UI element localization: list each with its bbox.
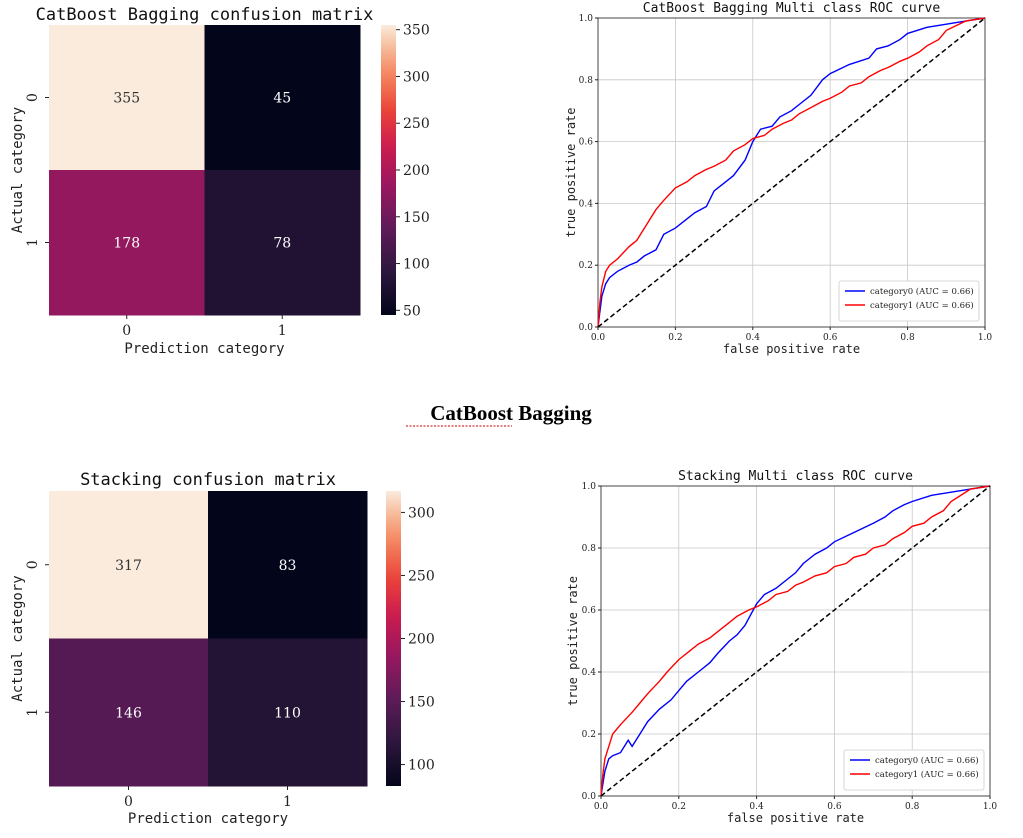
roc-y-tick-label: 0.8 [579,76,594,86]
roc-x-tick-label: 0.4 [746,333,761,343]
colorbar-tick-label: 300 [403,69,430,85]
roc-legend-entry: category1 (AUC = 0.66) [870,300,974,311]
roc-x-tick-label: 0.6 [823,333,838,343]
roc-plot-frame [600,485,991,797]
cm-y-tick-label: 1 [25,238,41,247]
roc-legend-entry: category0 (AUC = 0.66) [875,755,979,766]
roc-series-line [597,17,986,328]
colorbar-tick-label: 50 [403,303,421,319]
roc-series-line [597,17,986,328]
roc-chance-line [597,17,986,328]
cm-y-axis-label: Actual category [10,575,26,701]
roc-x-tick-label: 0.8 [900,333,915,343]
cm-x-tick-label: 1 [278,323,287,339]
colorbar-tick-label: 100 [408,758,435,774]
cm-title: Stacking confusion matrix [80,470,336,490]
roc-x-tick-label: 0.2 [668,333,682,343]
colorbar-tick-label: 150 [403,210,430,226]
roc-y-tick-label: 1.0 [582,482,597,492]
roc-x-axis-label: false positive rate [723,342,860,356]
cm-cell [204,170,361,316]
roc-legend-box [843,749,985,791]
cm-x-tick-label: 0 [122,323,131,339]
roc-x-tick-label: 1.0 [978,333,993,343]
colorbar-tick-label: 200 [408,632,435,648]
cm-cell [208,638,368,787]
roc-y-tick-label: 0.0 [579,323,594,333]
roc-y-axis-label: true positive rate [566,576,580,706]
roc-y-tick-label: 0.6 [582,606,597,616]
roc-legend-entry: category0 (AUC = 0.66) [870,286,974,297]
roc-y-tick-label: 0.2 [579,261,593,271]
cm-x-axis-label: Prediction category [128,811,288,827]
cm-x-tick-label: 1 [283,794,292,810]
cm-cell [208,491,368,639]
colorbar-tick-label: 100 [403,257,430,273]
roc-x-tick-label: 0.0 [594,802,609,812]
roc-y-tick-label: 1.0 [579,14,594,24]
roc-title: CatBoost Bagging Multi class ROC curve [643,1,941,16]
roc-y-tick-label: 0.8 [582,544,597,554]
roc-y-tick-label: 0.4 [579,199,594,209]
cm-y-axis-label: Actual category [10,107,26,233]
roc-chart-1: CatBoost Bagging Multi class ROC curve 0.… [564,1,992,356]
roc-y-tick-label: 0.2 [582,730,596,740]
roc-y-tick-label: 0.4 [582,668,597,678]
colorbar-tick-label: 250 [408,568,435,584]
cm-title: CatBoost Bagging confusion matrix [36,5,374,25]
cm-x-tick-label: 0 [124,794,133,810]
cm-cell [204,25,361,171]
colorbar-tick-label: 150 [408,695,435,711]
colorbar [386,491,401,786]
cm-x-axis-label: Prediction category [124,341,284,357]
cm-cell-value: 146 [115,705,142,721]
colorbar-tick-label: 300 [408,505,435,521]
roc-y-tick-label: 0.0 [582,792,597,802]
cm-cell-value: 355 [113,91,140,107]
section-caption: CatBoost Bagging [430,401,592,425]
roc-y-tick-label: 0.6 [579,138,594,148]
roc-chance-line [600,485,991,797]
colorbar [381,25,396,315]
roc-chart-3: Stacking Multi class ROC curve 0.0 0.2 0.4 0… [566,469,997,825]
cm-cell-value: 78 [273,236,291,252]
cm-cell-value: 110 [274,705,301,721]
cm-cell-value: 317 [115,558,142,574]
cm-cell-value: 178 [113,236,140,252]
roc-x-axis-label: false positive rate [727,811,864,825]
roc-x-tick-label: 0.0 [591,333,606,343]
roc-series-line [600,485,991,797]
roc-title: Stacking Multi class ROC curve [678,469,913,484]
roc-x-tick-label: 0.4 [749,802,764,812]
cm-cell [49,491,209,639]
cm-cell [49,25,205,171]
cm-y-tick-label: 0 [25,93,41,102]
roc-y-axis-label: true positive rate [564,107,578,237]
colorbar-tick-label: 200 [403,163,430,179]
cm-cell [49,170,205,316]
roc-x-tick-label: 0.2 [672,802,686,812]
cm-y-tick-label: 1 [25,708,41,717]
roc-x-tick-label: 0.8 [905,802,920,812]
roc-x-tick-label: 0.6 [827,802,842,812]
cm-y-tick-label: 0 [25,560,41,569]
cm-cell [49,638,209,787]
roc-x-tick-label: 1.0 [983,802,998,812]
roc-plot-frame [597,17,986,328]
cm-cell-value: 83 [279,558,297,574]
cm-cell-value: 45 [273,91,291,107]
roc-legend-entry: category1 (AUC = 0.66) [875,769,979,780]
colorbar-tick-label: 250 [403,116,430,132]
roc-legend-box [838,280,980,322]
colorbar-tick-label: 350 [403,23,430,39]
roc-series-line [600,485,991,797]
